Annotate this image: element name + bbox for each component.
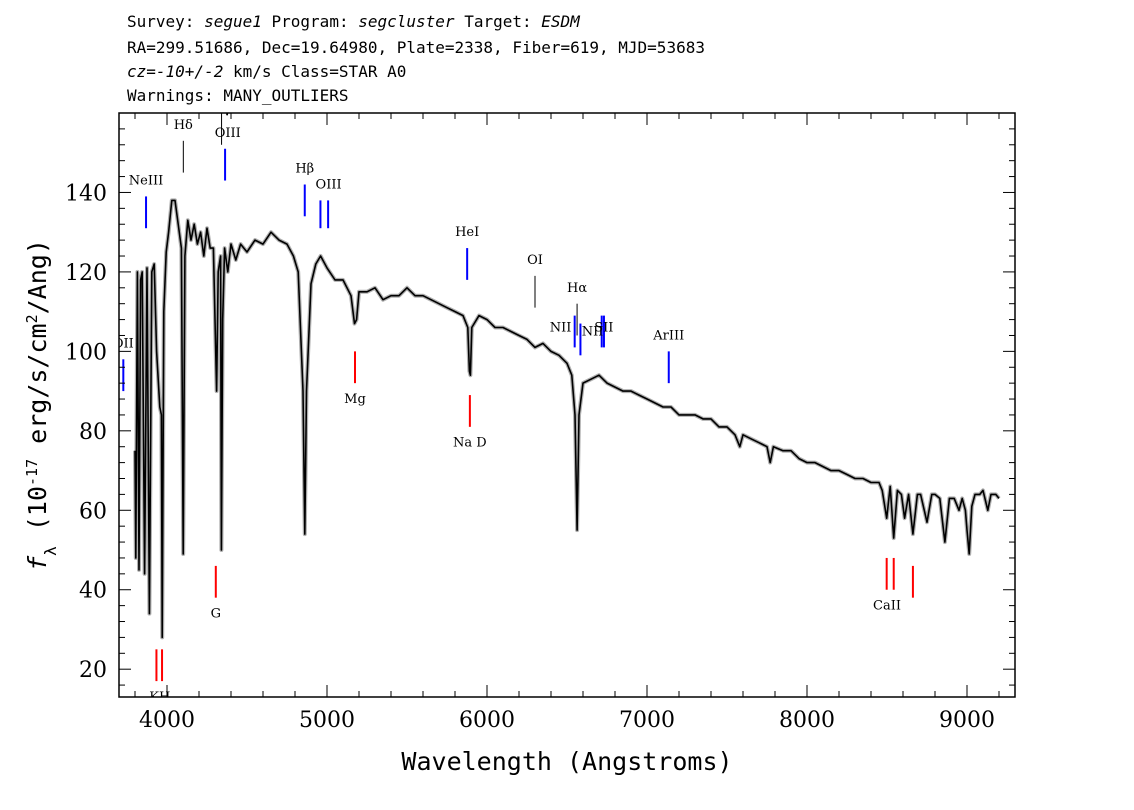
line-label-12: Hα [567,281,587,296]
x-tick-label: 5000 [299,708,355,733]
error-band [133,198,1001,640]
program-label: Program: [271,12,349,31]
line-label-8: HeI [455,225,479,240]
line-label-9: Na D [453,436,487,451]
header-line-1: Survey: segue1 Program: segcluster Targe… [127,12,580,32]
class-text: km/s Class=STAR A0 [223,62,407,81]
y-axis-title: fλ (10-17 erg/s/cm2/Ang) [23,239,60,571]
y-tick-label: 100 [65,340,107,365]
spectrum-line [134,199,1000,639]
line-label-15: ArIII [652,328,684,343]
header-line-2: RA=299.51686, Dec=19.64980, Plate=2338, … [127,38,705,57]
x-tick-label: 7000 [619,708,675,733]
line-label-18: CaII [873,599,901,614]
line-label-7: Mg [344,392,366,407]
line-label-10: OI [527,253,543,268]
line-label-1: NeIII [129,174,163,189]
line-label-4: OIII [215,126,241,141]
y-tick-label: 120 [65,261,107,286]
cz-value: cz=-10+/-2 [127,62,224,81]
x-tick-label: 8000 [779,708,835,733]
header-warnings: Warnings: MANY_OUTLIERS [127,86,349,105]
line-label-14: SII [594,321,613,336]
survey-value: segue1 [204,12,262,31]
program-value: segcluster [358,12,455,31]
x-tick-label: 6000 [459,708,515,733]
line-label-3: Hγ [212,102,231,117]
survey-label: Survey: [127,12,195,31]
x-axis-title: Wavelength (Angstroms) [401,747,732,776]
plot-frame [118,112,1016,698]
line-label-16: G [211,607,221,622]
line-label-6: OIII [316,177,342,192]
x-tick-label: 4000 [139,708,195,733]
y-tick-label: 60 [79,499,107,524]
y-tick-label: 140 [65,181,107,206]
target-label: Target: [464,12,532,31]
line-label-13: NII [582,324,604,339]
y-tick-label: 40 [79,579,107,604]
x-tick-label: 9000 [939,708,995,733]
line-label-11: NII [550,321,572,336]
y-tick-label: 20 [79,658,107,683]
line-label-0: OII [113,336,134,351]
target-value: ESDM [541,12,580,31]
y-tick-label: 80 [79,420,107,445]
plot-area [122,113,1001,682]
line-label-5: Hβ [295,162,314,177]
line-label-17: KH [149,690,170,705]
header-line-3: cz=-10+/-2 km/s Class=STAR A0 [127,62,406,82]
line-label-2: Hδ [174,118,193,133]
